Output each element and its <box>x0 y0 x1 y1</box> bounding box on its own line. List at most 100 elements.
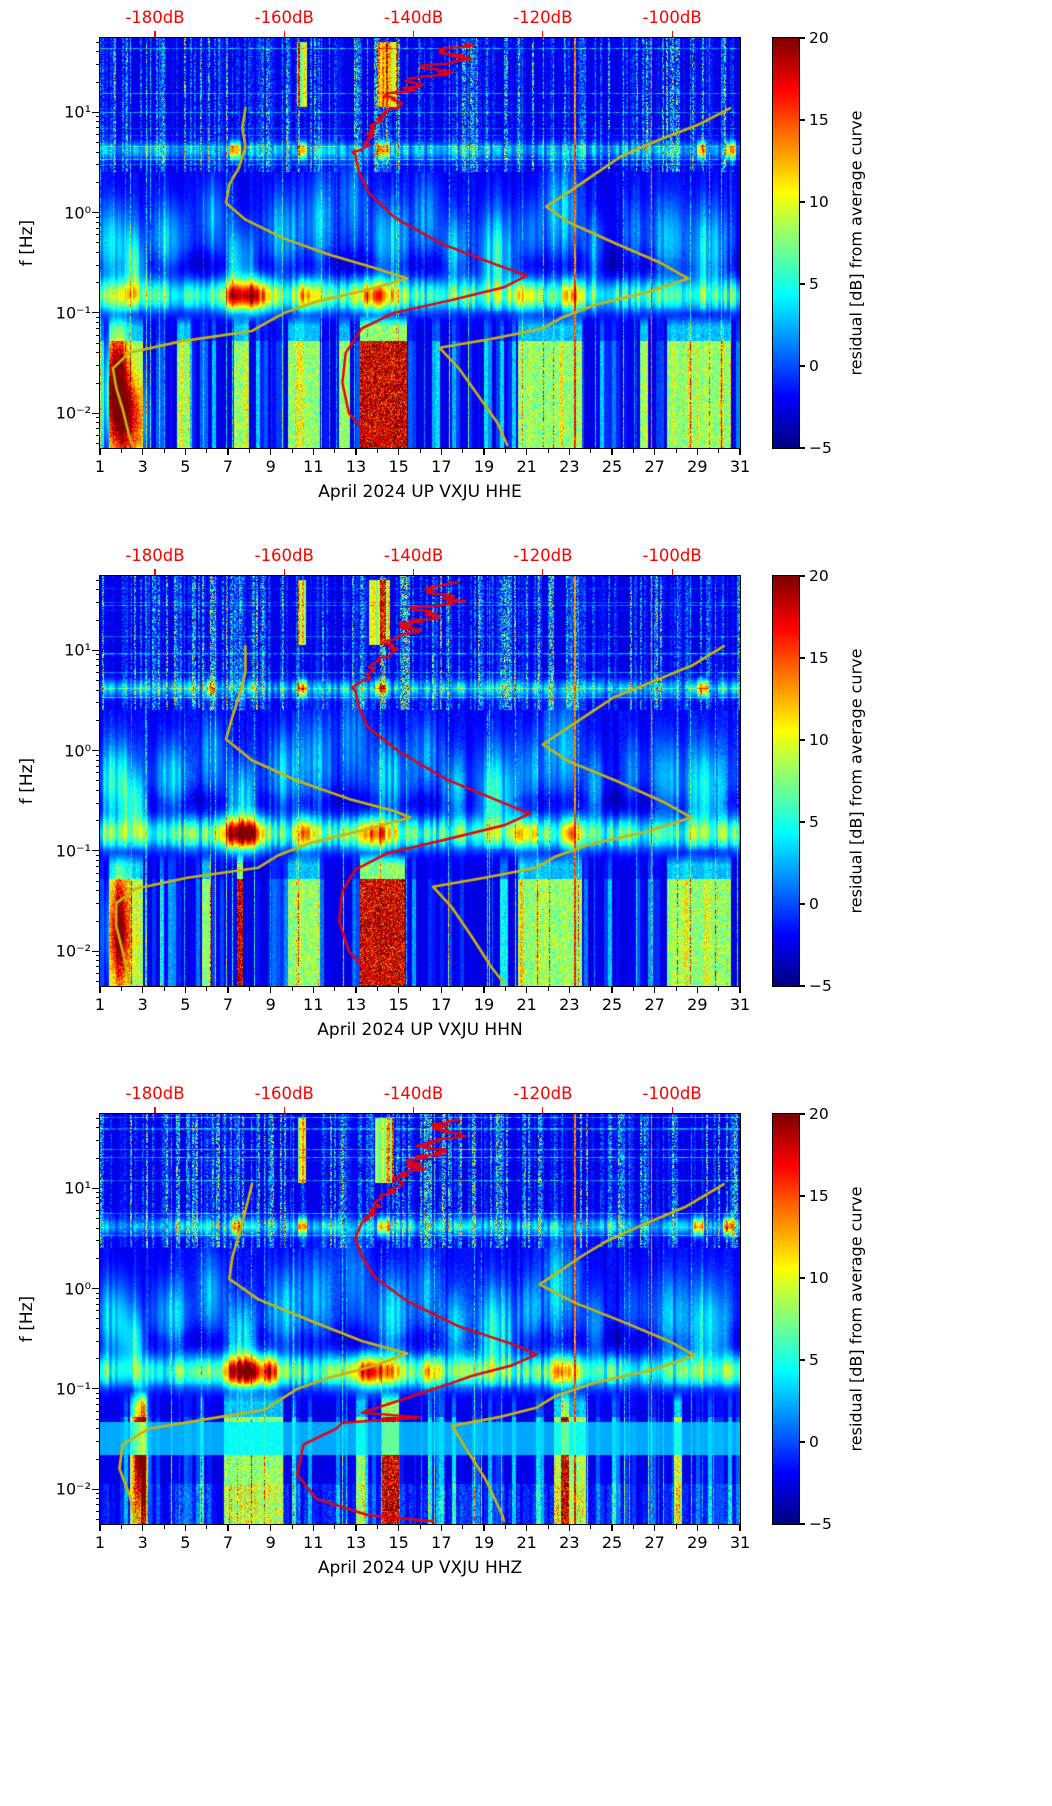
top-axis-tick-label: -180dB <box>125 546 185 565</box>
x-minor-tick <box>718 987 720 991</box>
x-tick-label: 17 <box>431 1533 452 1552</box>
x-minor-tick <box>206 1525 208 1529</box>
y-tick <box>92 850 99 852</box>
y-tick <box>92 1388 99 1390</box>
x-tick-label: 23 <box>559 995 580 1014</box>
y-tick-label: 10⁻¹ <box>55 1379 91 1399</box>
x-tick <box>142 987 144 993</box>
y-minor-tick <box>95 422 99 424</box>
y-minor-tick <box>95 1504 99 1506</box>
colorbar-tick-label: 15 <box>809 1187 829 1205</box>
x-tick-label: 29 <box>687 457 708 476</box>
x-minor-tick <box>547 987 549 991</box>
top-axis-tick-label: -120dB <box>513 8 573 27</box>
y-minor-tick <box>95 1428 99 1430</box>
y-minor-tick <box>95 342 99 344</box>
y-minor-tick <box>95 1139 99 1141</box>
y-tick-label: 10¹ <box>64 1178 91 1198</box>
top-axis-tick <box>154 31 156 37</box>
top-axis-tick <box>283 569 285 575</box>
y-minor-tick <box>95 601 99 603</box>
x-tick <box>312 1525 314 1531</box>
y-minor-tick <box>95 282 99 284</box>
x-tick <box>739 449 741 455</box>
y-tick-label: 10⁻² <box>55 1479 91 1499</box>
y-tick-label: 10⁰ <box>64 741 91 761</box>
x-minor-tick <box>291 1525 293 1529</box>
x-tick <box>611 1525 613 1531</box>
x-tick <box>184 987 186 993</box>
colorbar-tick <box>800 365 805 367</box>
top-axis-tick-label: -140dB <box>383 546 444 565</box>
y-minor-tick <box>95 1318 99 1320</box>
top-axis-tick-label: -120dB <box>513 546 573 565</box>
colorbar-label: residual [dB] from average curve <box>846 648 866 914</box>
x-tick-label: 17 <box>431 457 452 476</box>
y-minor-tick <box>95 790 99 791</box>
top-axis-tick-label: -180dB <box>125 8 185 27</box>
y-minor-tick <box>95 972 99 974</box>
y-axis-label: f [Hz] <box>17 1295 37 1343</box>
x-tick-label: 31 <box>729 457 751 476</box>
y-tick <box>92 412 99 414</box>
x-tick <box>184 1525 186 1531</box>
x-tick <box>142 449 144 455</box>
colorbar-tick <box>800 739 805 741</box>
x-tick-label: 29 <box>687 995 708 1014</box>
x-tick-label: 17 <box>431 995 452 1014</box>
spectrogram-heatmap-canvas <box>100 576 740 986</box>
colorbar-tick <box>800 447 805 449</box>
x-tick <box>526 987 528 993</box>
colorbar-tick <box>800 119 805 121</box>
colorbar-tick-label: 0 <box>809 1433 819 1451</box>
x-tick <box>227 449 229 455</box>
x-tick <box>355 1525 357 1531</box>
x-tick <box>654 449 656 455</box>
colorbar-tick-label: 5 <box>809 275 819 293</box>
y-tick <box>92 950 99 952</box>
y-tick <box>92 1488 99 1490</box>
colorbar-tick <box>800 903 805 905</box>
y-minor-tick <box>95 659 99 661</box>
x-tick <box>184 449 186 455</box>
y-minor-tick <box>95 579 99 581</box>
y-minor-tick <box>95 1458 99 1460</box>
top-axis-tick <box>154 569 156 575</box>
colorbar-tick-label: 5 <box>809 813 819 831</box>
x-tick <box>483 1525 485 1531</box>
y-minor-tick <box>95 1197 99 1199</box>
colorbar-tick <box>800 1195 805 1197</box>
y-minor-tick <box>95 1440 99 1442</box>
x-tick-label: 29 <box>687 1533 708 1552</box>
y-minor-tick <box>95 1227 99 1229</box>
x-minor-tick <box>334 987 336 991</box>
x-tick-label: 5 <box>180 457 191 476</box>
y-minor-tick <box>95 665 99 667</box>
top-axis-tick <box>283 1107 285 1113</box>
y-minor-tick <box>95 920 99 922</box>
x-tick <box>270 449 272 455</box>
x-minor-tick <box>248 1525 250 1529</box>
x-tick <box>568 987 570 993</box>
colorbar <box>773 38 799 448</box>
x-minor-tick <box>248 449 250 453</box>
colorbar-tick <box>800 1359 805 1361</box>
y-minor-tick <box>95 966 99 968</box>
top-axis-tick <box>542 1107 544 1113</box>
y-minor-tick <box>95 216 99 218</box>
colorbar <box>773 576 799 986</box>
x-minor-tick <box>590 1525 592 1529</box>
colorbar-tick-label: 10 <box>809 1269 829 1287</box>
top-axis-tick <box>412 569 415 575</box>
y-minor-tick <box>95 1510 99 1512</box>
colorbar-tick <box>800 1277 805 1279</box>
x-tick-label: 25 <box>601 1533 623 1552</box>
y-minor-tick <box>95 352 99 354</box>
x-minor-tick <box>462 449 464 453</box>
y-tick <box>92 211 99 214</box>
y-minor-tick <box>95 227 99 229</box>
y-tick <box>92 312 99 314</box>
x-minor-tick <box>206 449 208 453</box>
colorbar-tick <box>800 37 805 39</box>
y-tick-label: 10⁻² <box>55 403 91 423</box>
